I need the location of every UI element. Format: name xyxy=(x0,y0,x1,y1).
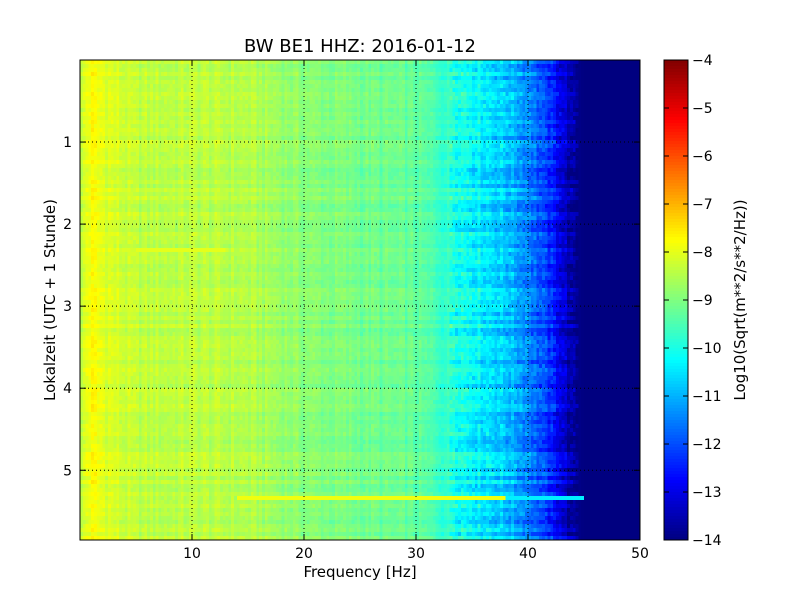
y-tick-label: 1 xyxy=(63,135,72,151)
chart-title: BW BE1 HHZ: 2016-01-12 xyxy=(244,36,476,57)
y-tick-label: 3 xyxy=(63,299,72,315)
spectrogram-heatmap xyxy=(80,60,640,540)
y-tick-label: 2 xyxy=(63,217,72,233)
colorbar-tick-label: −13 xyxy=(692,485,722,501)
colorbar-tick-label: −12 xyxy=(692,437,722,453)
colorbar-tick-label: −4 xyxy=(692,53,713,69)
colorbar-tick-label: −11 xyxy=(692,389,722,405)
colorbar-tick-label: −7 xyxy=(692,197,713,213)
x-tick-label: 50 xyxy=(631,546,649,562)
colorbar-tick-label: −8 xyxy=(692,245,713,261)
x-tick-label: 20 xyxy=(295,546,313,562)
y-axis-label: Lokalzeit (UTC + 1 Stunde) xyxy=(41,199,59,401)
colorbar-label: Log10(Sqrt(m**2/s**2/Hz)) xyxy=(731,199,749,400)
colorbar-tick-label: −6 xyxy=(692,149,713,165)
y-tick-label: 4 xyxy=(63,381,72,397)
x-tick-label: 40 xyxy=(519,546,537,562)
colorbar-tick-label: −5 xyxy=(692,101,713,117)
y-tick-label: 5 xyxy=(63,463,72,479)
x-tick-label: 30 xyxy=(407,546,425,562)
colorbar-tick-label: −10 xyxy=(692,341,722,357)
x-tick-label: 10 xyxy=(183,546,201,562)
plot-area xyxy=(80,60,640,540)
colorbar-tick-label: −14 xyxy=(692,533,722,549)
colorbar-tick-label: −9 xyxy=(692,293,713,309)
x-axis-label: Frequency [Hz] xyxy=(303,563,416,581)
colorbar: −4 −5 −6 −7 −8 −9 −10 −11 −12 −13 −14 Log10(Sqrt(m… xyxy=(664,53,749,549)
